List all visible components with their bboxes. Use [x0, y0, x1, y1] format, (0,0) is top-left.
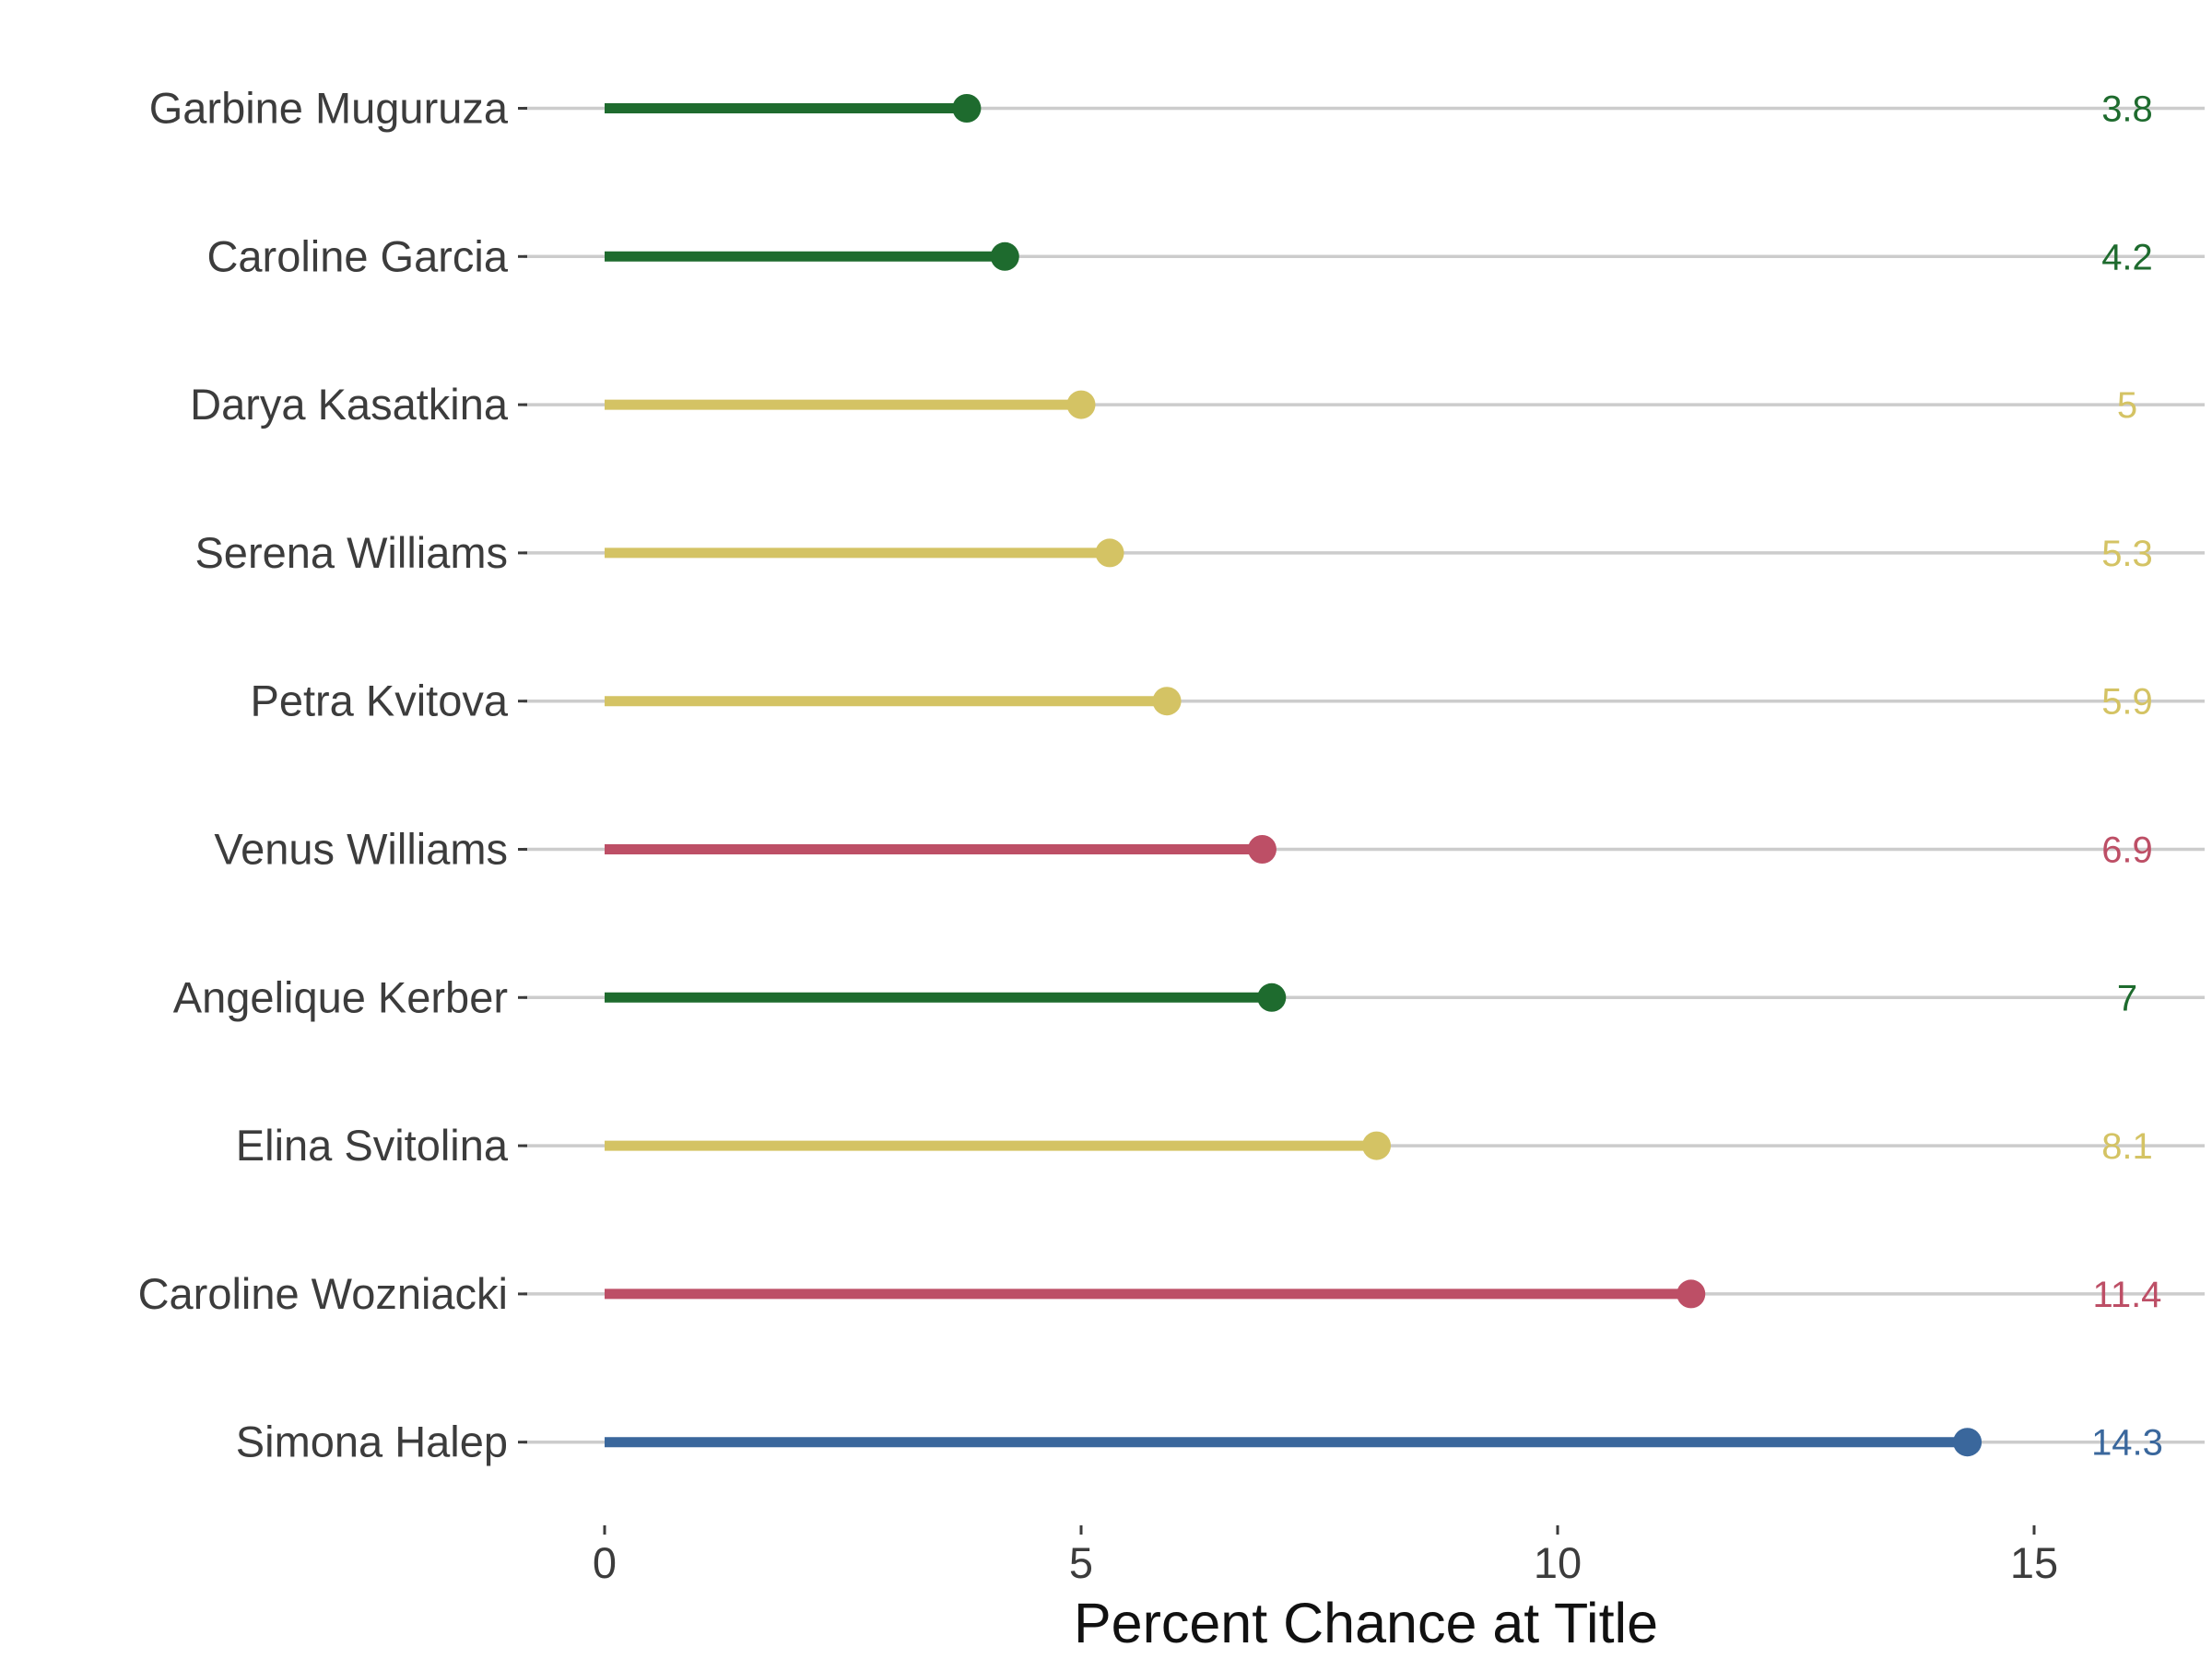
lollipop-dot [1953, 1428, 1983, 1457]
value-label: 4.2 [2101, 237, 2153, 277]
value-label: 7 [2117, 978, 2137, 1018]
lollipop-stems [605, 103, 1968, 1448]
y-axis-ticks [518, 107, 527, 1444]
value-labels: 3.8 4.2 5 5.3 5.9 6.9 7 8.1 11.4 14.3 [2091, 89, 2163, 1464]
category-label: Simona Halep [236, 1418, 508, 1466]
lollipop-dot [1247, 835, 1277, 864]
lollipop-dot [990, 241, 1019, 271]
lollipop-dot [1095, 538, 1124, 568]
category-label: Garbine Muguruza [149, 84, 509, 133]
x-tick-label: 10 [1534, 1538, 1582, 1587]
value-label: 5.3 [2101, 534, 2153, 574]
x-axis-title: Percent Chance at Title [1074, 1592, 1658, 1654]
lollipop-dot [952, 94, 982, 123]
lollipop-dot [1677, 1279, 1706, 1309]
lollipop-dots [952, 94, 1983, 1457]
value-label: 11.4 [2093, 1275, 2162, 1315]
value-label: 8.1 [2101, 1126, 2153, 1167]
y-axis-labels: Garbine Muguruza Caroline Garcia Darya Kas… [138, 84, 509, 1466]
category-label: Venus Williams [214, 825, 508, 874]
category-label: Petra Kvitova [250, 677, 508, 725]
value-label: 5 [2117, 385, 2137, 426]
value-label: 5.9 [2101, 682, 2153, 723]
x-tick-label: 5 [1069, 1538, 1093, 1587]
gridlines [524, 106, 2205, 1444]
category-label: Caroline Wozniacki [138, 1269, 508, 1318]
value-label: 14.3 [2091, 1423, 2163, 1464]
category-label: Darya Kasatkina [190, 380, 509, 429]
x-tick-label: 0 [593, 1538, 617, 1587]
category-label: Angelique Kerber [173, 972, 508, 1021]
category-label: Caroline Garcia [206, 231, 508, 280]
lollipop-dot [1257, 982, 1287, 1012]
lollipop-dot [1362, 1131, 1392, 1160]
x-tick-label: 15 [2010, 1538, 2058, 1587]
category-label: Serena Williams [194, 528, 508, 577]
x-axis-ticks: 0 5 10 15 [593, 1525, 2058, 1587]
lollipop-dot [1066, 390, 1096, 419]
value-label: 6.9 [2101, 830, 2153, 871]
lollipop-dot [1152, 687, 1182, 716]
category-label: Elina Svitolina [236, 1121, 509, 1170]
value-label: 3.8 [2101, 89, 2153, 130]
